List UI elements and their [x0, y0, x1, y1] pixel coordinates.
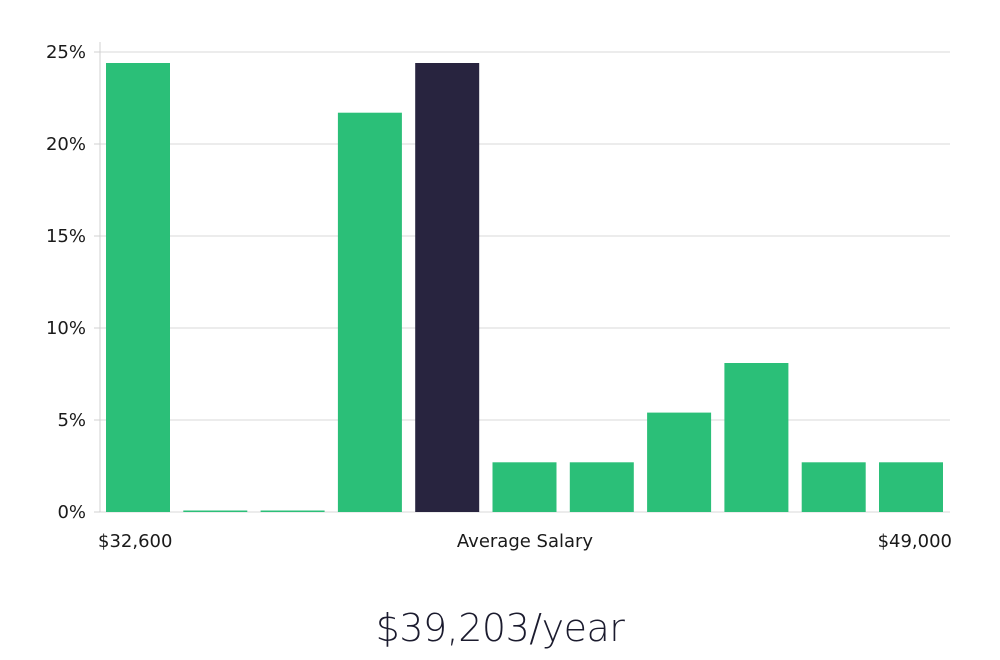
y-tick-label: 10% — [46, 318, 86, 339]
bar — [260, 510, 325, 512]
bars — [106, 63, 943, 512]
y-tick-label: 25% — [46, 42, 86, 63]
salary-histogram: 0%5%10%15%20%25% $32,600 Average Salary … — [46, 42, 952, 552]
bar — [106, 63, 170, 512]
bar — [879, 462, 943, 512]
x-label-average: Average Salary — [457, 531, 594, 552]
y-tick-label: 20% — [46, 134, 86, 155]
bar — [337, 112, 402, 512]
bar-average — [415, 63, 480, 512]
average-salary-headline: $39,203/year — [375, 606, 625, 650]
y-axis-ticks: 0% 5% 10% 15% 20% 25% — [46, 42, 100, 523]
bar — [647, 412, 712, 512]
x-label-min: $32,600 — [98, 531, 172, 552]
grid-lines — [100, 51, 950, 513]
bar — [801, 462, 866, 512]
x-label-max: $49,000 — [878, 531, 952, 552]
y-tick-label: 0% — [57, 502, 86, 523]
bar — [492, 462, 557, 512]
bar — [724, 363, 789, 512]
bar — [183, 510, 248, 512]
y-tick-label: 5% — [57, 410, 86, 431]
y-tick-label: 15% — [46, 226, 86, 247]
bar — [569, 462, 634, 512]
